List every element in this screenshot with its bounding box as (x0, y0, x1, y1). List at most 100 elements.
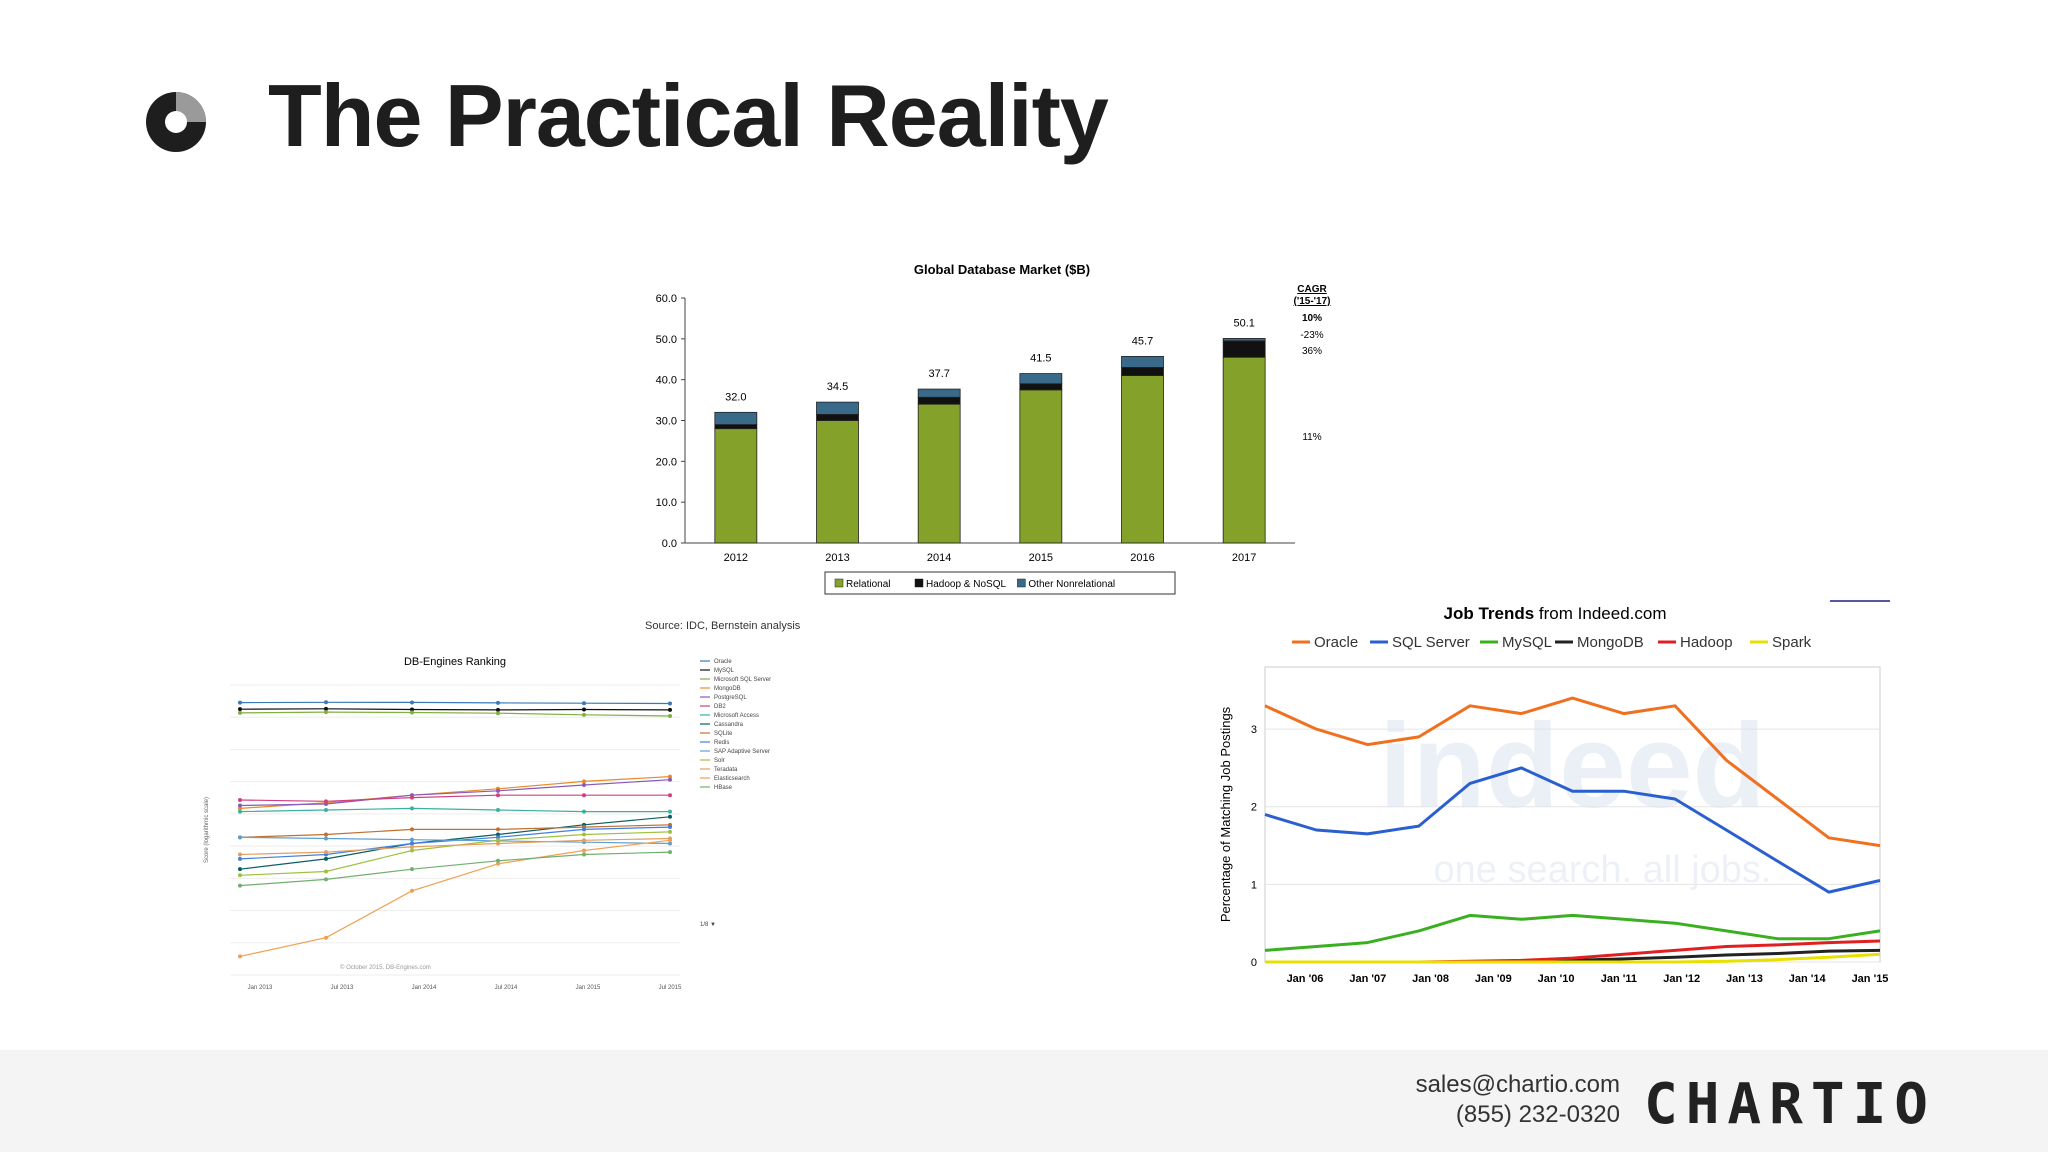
series-point (410, 707, 414, 712)
series-point (668, 793, 672, 798)
series-point (582, 809, 586, 814)
series-point (238, 707, 242, 712)
series-point (238, 798, 242, 803)
chart-title-bold: Job Trends (1444, 604, 1535, 623)
series-point (238, 803, 242, 808)
legend-label: Elasticsearch (714, 776, 750, 782)
total-label: 45.7 (1132, 335, 1153, 347)
slide-title: The Practical Reality (268, 66, 1109, 165)
legend-label: MongoDB (714, 686, 741, 692)
series-point (324, 836, 328, 841)
x-tick-label: Jan '13 (1726, 973, 1763, 985)
y-tick-label: 0 (1251, 957, 1257, 969)
cagr-value: 10% (1302, 313, 1322, 324)
series-line (239, 708, 671, 711)
x-tick-label: Jan 2014 (412, 985, 437, 991)
series-point (410, 700, 414, 705)
x-tick-label: Jan 2013 (248, 985, 273, 991)
series-point (668, 850, 672, 855)
x-tick-label: 2013 (825, 552, 849, 564)
series-line (239, 711, 671, 717)
dbengines-chart-svg: DB-Engines Ranking Score (logarithmic sca… (204, 656, 771, 991)
y-tick-label: 3 (1251, 724, 1257, 736)
series-line (239, 807, 670, 813)
watermark: indeed (1379, 699, 1766, 833)
series-point (324, 706, 328, 711)
legend-swatch (914, 578, 924, 588)
series-point (668, 701, 672, 706)
market-chart-svg: Global Database Market ($B) 0.0 10.0 20.0 30… (656, 262, 1331, 595)
source-note: Source: IDC, Bernstein analysis (645, 620, 801, 632)
x-tick-label: Jul 2015 (659, 985, 682, 991)
y-tick-label: 1 (1251, 879, 1257, 891)
contact-email[interactable]: sales@chartio.com (1415, 1071, 1620, 1098)
series-point (496, 838, 500, 843)
x-tick-label: Jan '14 (1789, 973, 1827, 985)
legend-swatch (1017, 578, 1026, 588)
series-point (410, 848, 414, 853)
series-point (238, 806, 242, 811)
x-tick-label: Jul 2013 (331, 985, 354, 991)
total-label: 32.0 (725, 391, 746, 403)
cagr-value: -23% (1300, 330, 1323, 341)
series-line (1265, 952, 1881, 964)
contact-block: sales@chartio.com (855) 232-0320 (1416, 1070, 1620, 1130)
legend-label: SQLite (714, 731, 733, 737)
total-label: 50.1 (1233, 317, 1254, 329)
series-line (1264, 696, 1881, 848)
series-line (1264, 766, 1881, 894)
contact-phone: (855) 232-0320 (1455, 1101, 1620, 1128)
series-line (239, 839, 671, 957)
x-tick-label: 2017 (1232, 552, 1256, 564)
legend-label: Microsoft Access (714, 713, 759, 719)
series-point (668, 841, 672, 846)
series-point (496, 788, 500, 793)
slide-logo-icon (146, 92, 206, 152)
legend-label: Oracle (714, 659, 732, 665)
x-tick-label: Jan 2015 (576, 985, 601, 991)
series-point (324, 877, 328, 882)
series-point (496, 700, 500, 705)
legend-label: DB2 (714, 704, 726, 710)
x-tick-label: 2016 (1130, 552, 1154, 564)
legend-label: Teradata (714, 767, 738, 773)
market-chart: Global Database Market ($B) 0.0 10.0 20.0 30… (630, 250, 1350, 640)
bar-segment (1019, 373, 1063, 385)
x-tick-label: 2014 (927, 552, 951, 564)
legend-label: Hadoop (1680, 634, 1733, 651)
x-tick-label: 2015 (1029, 552, 1053, 564)
series-line (239, 779, 671, 807)
bar-segment (917, 403, 961, 544)
legend-label: Hadoop & NoSQL (926, 579, 1006, 590)
series-point (324, 832, 328, 837)
series-line (239, 794, 670, 802)
footer-bar (0, 1050, 2048, 1152)
legend-label: Redis (714, 740, 729, 746)
y-axis-label: Score (logarithmic scale) (204, 797, 210, 863)
legend-label: Oracle (1314, 634, 1358, 651)
series-point (238, 883, 242, 888)
series-point (496, 832, 500, 837)
x-tick-label: Jan '09 (1475, 973, 1512, 985)
series-point (324, 799, 328, 804)
cagr-value: 11% (1302, 432, 1321, 443)
series-point (324, 856, 328, 861)
legend-label: Solr (714, 758, 725, 764)
series-point (238, 809, 242, 814)
series-point (324, 807, 328, 812)
chart-title-rest: from Indeed.com (1534, 604, 1666, 623)
bar-segment (816, 420, 859, 544)
total-label: 37.7 (928, 368, 949, 380)
series-point (668, 829, 672, 834)
x-tick-label: Jan '11 (1601, 973, 1637, 985)
x-tick-label: Jan '08 (1412, 973, 1449, 985)
series-point (582, 779, 586, 784)
series-point (410, 795, 414, 800)
series-point (410, 710, 414, 715)
legend-label: MySQL (1502, 634, 1552, 651)
series-point (582, 838, 586, 843)
bar-segment (714, 411, 758, 425)
series-point (496, 841, 500, 846)
legend-label: SQL Server (1392, 634, 1470, 651)
x-tick-label: Jan '15 (1852, 973, 1889, 985)
